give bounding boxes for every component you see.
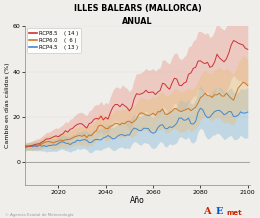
Title: ILLES BALEARS (MALLORCA)
ANUAL: ILLES BALEARS (MALLORCA) ANUAL (74, 4, 202, 26)
Legend: RCP8.5    ( 14 ), RCP6.0    (  6 ), RCP4.5    ( 13 ): RCP8.5 ( 14 ), RCP6.0 ( 6 ), RCP4.5 ( 13… (27, 28, 81, 53)
Text: © Agencia Estatal de Meteorología: © Agencia Estatal de Meteorología (5, 213, 74, 217)
Text: E: E (216, 207, 223, 216)
X-axis label: Año: Año (130, 196, 145, 205)
Y-axis label: Cambio en días cálidos (%): Cambio en días cálidos (%) (4, 63, 10, 148)
Text: A: A (203, 207, 210, 216)
Text: met: met (226, 210, 242, 216)
